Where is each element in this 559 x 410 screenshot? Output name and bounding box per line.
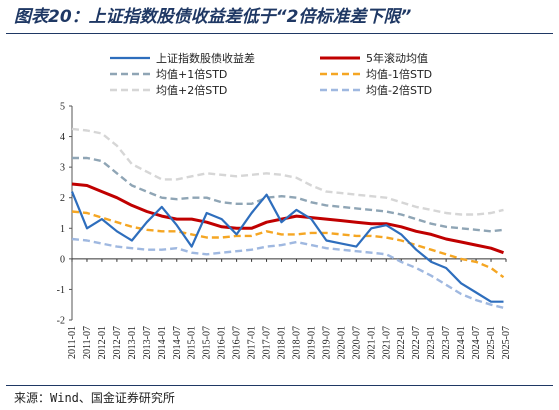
y-tick-label: -1 — [57, 285, 65, 296]
x-tick-label: 2020-01 — [336, 326, 347, 359]
y-tick-label: 5 — [60, 102, 65, 113]
x-tick-label: 2012-01 — [97, 326, 108, 359]
x-tick-label: 2017-07 — [262, 326, 273, 359]
x-tick-label: 2014-07 — [172, 326, 183, 359]
title-divider — [6, 33, 553, 34]
series-line-2 — [72, 156, 504, 233]
series-line-1 — [71, 182, 505, 255]
chart-title: 图表20：上证指数股债收益差低于“2倍标准差下限” — [14, 7, 412, 27]
x-tick-label: 2011-01 — [67, 326, 78, 359]
y-axis: -2 -1 0 1 2 3 4 5 — [57, 102, 73, 327]
x-tick-label: 2018-07 — [291, 326, 302, 359]
legend-label: 5年滚动均值 — [366, 51, 428, 65]
x-tick-label: 2020-07 — [351, 326, 362, 359]
source-divider — [6, 385, 553, 386]
y-tick-label: -2 — [57, 316, 65, 327]
y-tick-label: 1 — [60, 224, 65, 235]
x-tick-label: 2016-07 — [232, 326, 243, 359]
x-tick-label: 2025-01 — [486, 326, 497, 359]
legend-label: 均值+2倍STD — [156, 83, 227, 97]
y-tick-label: 3 — [60, 163, 65, 174]
y-tick-label: 2 — [60, 193, 65, 204]
x-tick-label: 2022-01 — [396, 326, 407, 359]
legend-label: 均值-2倍STD — [366, 83, 432, 97]
x-tick-label: 2021-07 — [381, 326, 392, 359]
x-tick-label: 2024-01 — [456, 326, 467, 359]
series-layer — [70, 127, 505, 309]
x-tick-label: 2023-01 — [426, 326, 437, 359]
legend-label: 上证指数股债收益差 — [156, 51, 255, 65]
y-tick-label: 4 — [60, 132, 65, 143]
x-tick-label: 2013-07 — [142, 326, 153, 359]
source-note: 来源：Wind、国金证券研究所 — [14, 391, 175, 405]
series-line-5 — [71, 237, 504, 309]
x-tick-label: 2018-01 — [277, 326, 288, 359]
x-tick-label: 2019-01 — [306, 326, 317, 359]
series-line-3 — [71, 210, 505, 279]
x-tick-label: 2013-01 — [127, 326, 138, 359]
legend-label: 均值-1倍STD — [366, 67, 432, 81]
x-tick-label: 2014-01 — [157, 326, 168, 359]
x-tick-label: 2015-01 — [187, 326, 198, 359]
x-tick-label: 2016-01 — [217, 326, 228, 359]
x-axis: 2011-01 2011-07 2012-01 2012-07 2013-01 2013-… — [67, 258, 512, 359]
x-tick-label: 2023-07 — [441, 326, 452, 359]
x-tick-label: 2017-01 — [247, 326, 258, 359]
x-tick-label: 2021-01 — [366, 326, 377, 359]
x-tick-label: 2024-07 — [471, 326, 482, 359]
x-tick-label: 2015-07 — [202, 326, 213, 359]
x-tick-label: 2022-07 — [411, 326, 422, 359]
x-tick-label: 2012-07 — [112, 326, 123, 359]
y-tick-label: 0 — [60, 254, 65, 265]
x-tick-label: 2019-07 — [321, 326, 332, 359]
x-tick-label: 2011-07 — [82, 326, 93, 359]
series-line-4 — [71, 127, 504, 216]
legend-label: 均值+1倍STD — [156, 67, 227, 81]
series-line-0 — [70, 191, 504, 303]
x-tick-label: 2025-07 — [501, 326, 512, 359]
